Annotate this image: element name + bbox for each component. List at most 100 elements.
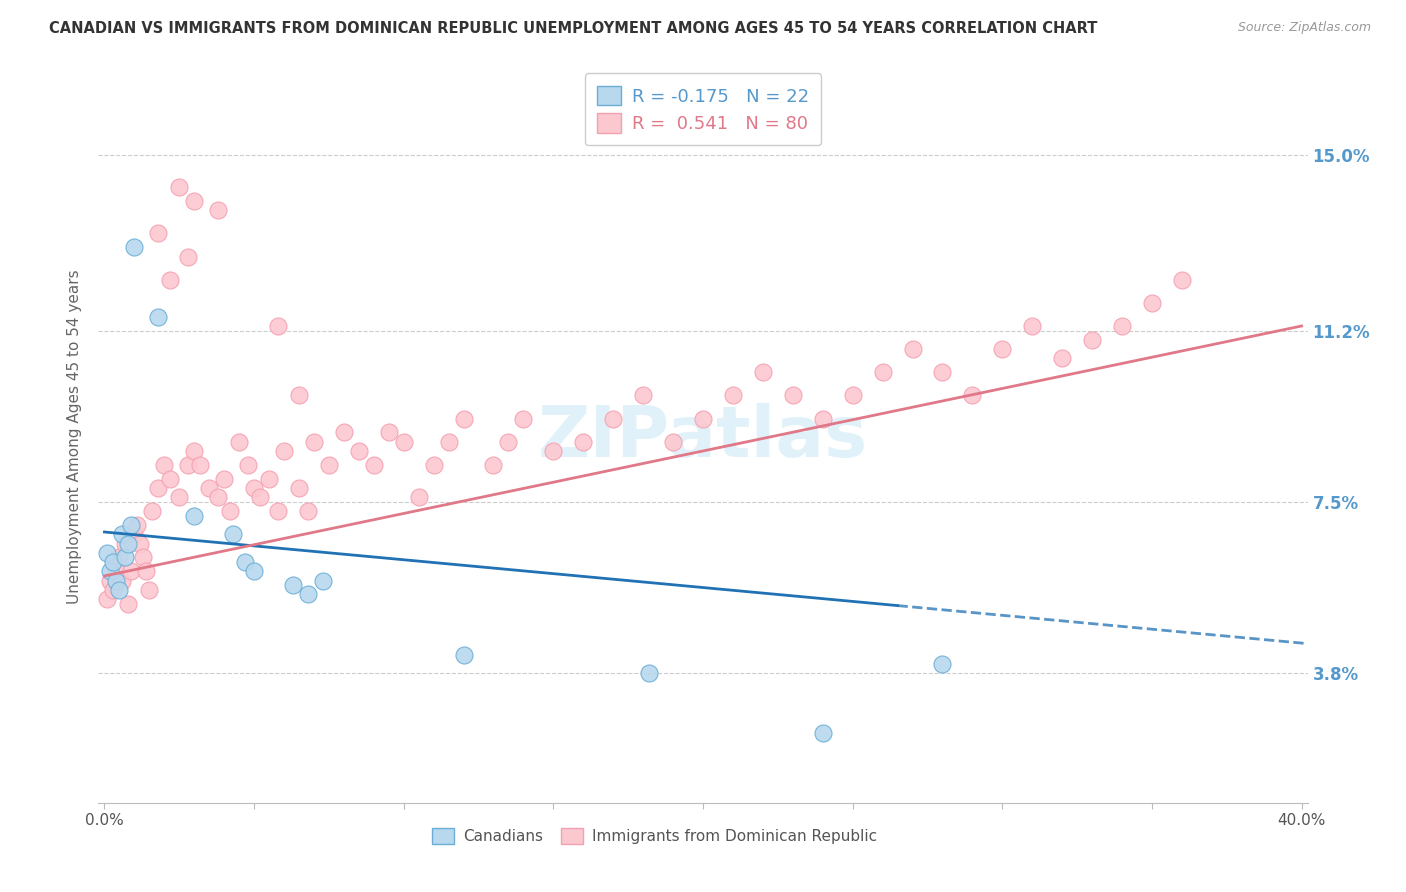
Point — [333, 425, 356, 440]
Point — [602, 411, 624, 425]
Point — [1111, 318, 1133, 333]
Point — [100, 574, 122, 588]
Point — [1081, 333, 1104, 347]
Point — [347, 444, 370, 458]
Point — [721, 388, 744, 402]
Point — [377, 425, 399, 440]
Point — [105, 565, 128, 579]
Point — [363, 458, 385, 472]
Point — [437, 434, 460, 449]
Point — [167, 490, 190, 504]
Point — [228, 434, 250, 449]
Point — [222, 527, 245, 541]
Text: ZIPatlas: ZIPatlas — [538, 402, 868, 472]
Text: Source: ZipAtlas.com: Source: ZipAtlas.com — [1237, 21, 1371, 34]
Point — [931, 365, 953, 379]
Point — [108, 550, 131, 565]
Point — [1050, 351, 1073, 366]
Point — [543, 444, 565, 458]
Point — [114, 536, 136, 550]
Point — [212, 472, 235, 486]
Point — [962, 388, 984, 402]
Point — [318, 458, 340, 472]
Point — [662, 434, 685, 449]
Point — [692, 411, 714, 425]
Point — [302, 434, 325, 449]
Point — [236, 458, 259, 472]
Point — [153, 458, 176, 472]
Point — [243, 565, 266, 579]
Point — [111, 527, 134, 541]
Point — [872, 365, 894, 379]
Point — [752, 365, 775, 379]
Point — [198, 481, 221, 495]
Point — [183, 444, 205, 458]
Point — [638, 666, 661, 681]
Y-axis label: Unemployment Among Ages 45 to 54 years: Unemployment Among Ages 45 to 54 years — [67, 269, 83, 605]
Point — [1140, 295, 1163, 310]
Point — [288, 388, 311, 402]
Point — [257, 472, 280, 486]
Point — [183, 508, 205, 523]
Point — [96, 592, 118, 607]
Point — [103, 582, 125, 597]
Point — [273, 444, 295, 458]
Point — [120, 518, 142, 533]
Point — [129, 536, 152, 550]
Point — [572, 434, 595, 449]
Point — [188, 458, 211, 472]
Point — [167, 180, 190, 194]
Point — [108, 582, 131, 597]
Point — [281, 578, 304, 592]
Point — [991, 342, 1014, 356]
Point — [288, 481, 311, 495]
Point — [233, 555, 256, 569]
Point — [148, 481, 170, 495]
Point — [207, 490, 229, 504]
Point — [132, 550, 155, 565]
Point — [453, 648, 475, 662]
Point — [111, 574, 134, 588]
Point — [127, 518, 149, 533]
Point — [453, 411, 475, 425]
Point — [207, 203, 229, 218]
Legend: Canadians, Immigrants from Dominican Republic: Canadians, Immigrants from Dominican Rep… — [426, 822, 883, 850]
Point — [267, 318, 290, 333]
Point — [177, 250, 200, 264]
Point — [159, 273, 181, 287]
Point — [219, 504, 242, 518]
Point — [141, 504, 163, 518]
Point — [124, 527, 146, 541]
Point — [148, 310, 170, 324]
Point — [811, 726, 834, 740]
Point — [498, 434, 520, 449]
Point — [103, 555, 125, 569]
Point — [1021, 318, 1043, 333]
Point — [105, 574, 128, 588]
Point — [297, 587, 319, 601]
Point — [117, 597, 139, 611]
Point — [148, 227, 170, 241]
Point — [117, 536, 139, 550]
Text: CANADIAN VS IMMIGRANTS FROM DOMINICAN REPUBLIC UNEMPLOYMENT AMONG AGES 45 TO 54 : CANADIAN VS IMMIGRANTS FROM DOMINICAN RE… — [49, 21, 1098, 36]
Point — [901, 342, 924, 356]
Point — [392, 434, 415, 449]
Point — [249, 490, 271, 504]
Point — [482, 458, 505, 472]
Point — [183, 194, 205, 208]
Point — [782, 388, 804, 402]
Point — [512, 411, 534, 425]
Point — [243, 481, 266, 495]
Point — [96, 546, 118, 560]
Point — [135, 565, 157, 579]
Point — [297, 504, 319, 518]
Point — [1171, 273, 1194, 287]
Point — [177, 458, 200, 472]
Point — [138, 582, 160, 597]
Point — [422, 458, 444, 472]
Point — [811, 411, 834, 425]
Point — [120, 565, 142, 579]
Point — [312, 574, 335, 588]
Point — [408, 490, 430, 504]
Point — [631, 388, 654, 402]
